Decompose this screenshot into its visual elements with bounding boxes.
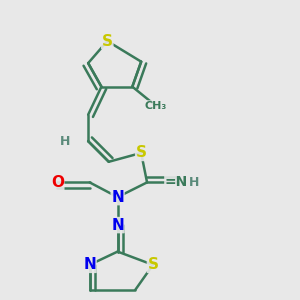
- Text: S: S: [136, 146, 147, 160]
- Text: N: N: [83, 257, 96, 272]
- Text: N: N: [111, 190, 124, 205]
- Text: S: S: [147, 257, 158, 272]
- Text: H: H: [189, 176, 200, 189]
- Text: S: S: [102, 34, 113, 49]
- Text: H: H: [59, 135, 70, 148]
- Text: O: O: [51, 175, 64, 190]
- Text: N: N: [111, 218, 124, 232]
- Text: =N: =N: [165, 176, 188, 189]
- Text: CH₃: CH₃: [145, 101, 167, 111]
